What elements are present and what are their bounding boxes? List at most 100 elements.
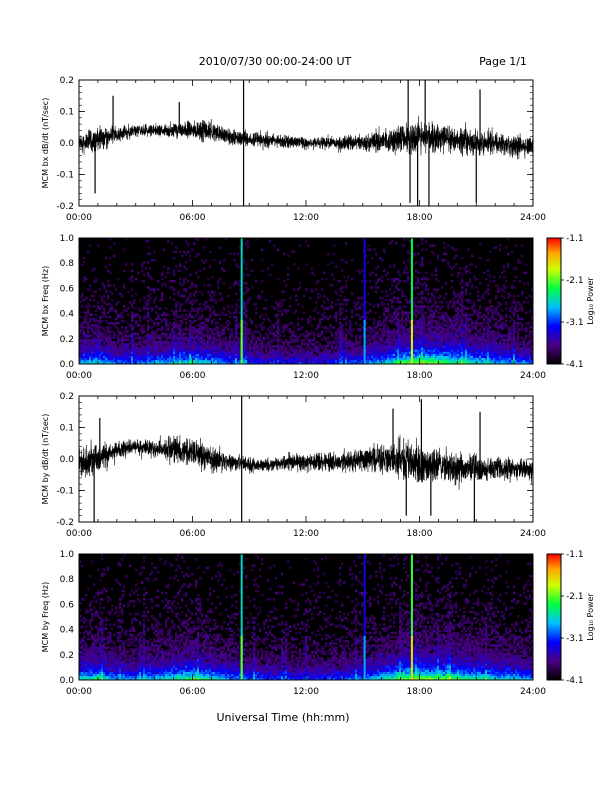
spectrogram-cell (421, 355, 424, 359)
spectrogram-cell (417, 355, 420, 359)
spectrogram-cell (255, 343, 258, 346)
spectrogram-cell (459, 294, 462, 298)
spectrogram-cell (87, 330, 90, 333)
spectrogram-cell (219, 340, 222, 344)
spectrogram-cell (231, 355, 234, 359)
spectrogram-cell (397, 326, 400, 329)
spectrogram-cell (311, 330, 314, 333)
spectrogram-cell (135, 336, 138, 340)
spectrogram-cell (451, 298, 454, 302)
spectrogram-cell (409, 322, 412, 325)
spectrogram-cell (313, 334, 316, 338)
spectrogram-cell (231, 305, 234, 308)
spectrogram-cell (223, 259, 226, 262)
spectrogram-cell (331, 301, 334, 304)
spectrogram-cell (177, 347, 180, 350)
spectrogram-cell (205, 301, 208, 304)
spectrogram-cell (339, 288, 342, 291)
spectrogram-cell (439, 336, 442, 340)
spectrogram-cell (247, 246, 250, 249)
spectrogram-cell (401, 294, 404, 298)
spectrogram-cell (435, 288, 438, 291)
spectrogram-cell (205, 359, 208, 363)
spectrogram-cell (107, 343, 110, 346)
spectrogram-cell (189, 351, 192, 354)
spectrogram-cell (459, 332, 462, 335)
spectrogram-cell (365, 317, 368, 321)
spectrogram-cell (245, 313, 248, 317)
spectrogram-cell (361, 351, 364, 354)
spectrogram-cell (441, 305, 444, 308)
spectrogram-cell (167, 324, 170, 327)
spectrogram-cell (185, 328, 188, 331)
spectrogram-cell (207, 336, 210, 340)
spectrogram-cell (419, 353, 422, 356)
spectrogram-cell (251, 355, 254, 359)
spectrogram-cell (433, 296, 436, 300)
spectrogram-cell (283, 340, 286, 344)
spectrogram-cell (343, 298, 346, 302)
spectrogram-cell (439, 324, 442, 327)
spectrogram-cell (331, 307, 334, 310)
spectrogram-cell (357, 349, 360, 352)
spectrogram-cell (115, 357, 118, 361)
spectrogram-cell (343, 345, 346, 348)
spectrogram-cell (417, 277, 420, 281)
spectrogram-cell (311, 361, 314, 365)
spectrogram-cell (151, 361, 154, 365)
spectrogram-cell (461, 336, 464, 340)
spectrogram-cell (149, 334, 152, 338)
spectrogram-cell (193, 294, 196, 298)
spectrogram-cell (407, 343, 410, 346)
spectrogram-cell (311, 343, 314, 346)
spectrogram-cell (161, 298, 164, 302)
spectrogram-cell (421, 296, 424, 300)
spectrogram-cell (369, 353, 372, 356)
spectrogram-cell (387, 326, 390, 329)
spectrogram-cell (377, 349, 380, 352)
spectrogram-cell (173, 271, 176, 275)
spectrogram-cell (203, 328, 206, 331)
spectrogram-cell (239, 353, 242, 356)
spectrogram-cell (199, 328, 202, 331)
spectrogram-cell (185, 261, 188, 264)
spectrogram-cell (201, 309, 204, 312)
spectrogram-cell (381, 338, 384, 342)
spectrogram-cell (357, 296, 360, 300)
spectrogram-cell (177, 301, 180, 304)
spectrogram-cell (403, 357, 406, 361)
spectrogram-cell (429, 319, 432, 323)
spectrogram-cell (479, 282, 482, 285)
spectrogram-cell (193, 340, 196, 344)
spectrogram-cell (239, 357, 242, 361)
spectrogram-cell (445, 336, 448, 340)
spectrogram-cell (99, 288, 102, 291)
spectrogram-cell (103, 336, 106, 340)
spectrogram-cell (183, 338, 186, 342)
spectrogram-cell (399, 347, 402, 350)
spectrogram-cell (431, 273, 434, 277)
spectrogram-cell (351, 334, 354, 338)
spectrogram-cell (333, 336, 336, 340)
spectrogram-cell (461, 334, 464, 338)
spectrogram-cell (113, 347, 116, 350)
spectrogram-cell (121, 332, 124, 335)
spectrogram-cell (311, 271, 314, 275)
spectrogram-cell (117, 359, 120, 363)
spectrogram-cell (247, 301, 250, 304)
spectrogram-cell (293, 359, 296, 363)
spectrogram-cell (347, 359, 350, 363)
spectrogram-cell (245, 347, 248, 350)
spectrogram-cell (423, 345, 426, 348)
spectrogram-cell (403, 280, 406, 283)
spectrogram-cell (281, 345, 284, 348)
spectrogram-cell (283, 298, 286, 302)
spectrogram-cell (399, 338, 402, 342)
spectrogram-cell (391, 277, 394, 281)
spectrogram-cell (105, 349, 108, 352)
spectrogram-cell (437, 319, 440, 323)
spectrogram-cell (387, 347, 390, 350)
spectrogram-cell (227, 351, 230, 354)
spectrogram-cell (159, 357, 162, 361)
spectrogram-cell (303, 361, 306, 365)
